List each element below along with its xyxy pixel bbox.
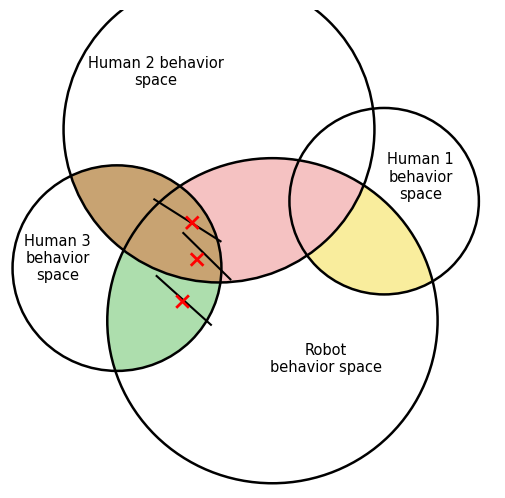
- Text: Human 2 behavior
space: Human 2 behavior space: [88, 56, 223, 88]
- Text: Robot
behavior space: Robot behavior space: [269, 343, 381, 375]
- Text: Human 3
behavior
space: Human 3 behavior space: [24, 234, 91, 283]
- Text: Human 1
behavior
space: Human 1 behavior space: [386, 152, 453, 202]
